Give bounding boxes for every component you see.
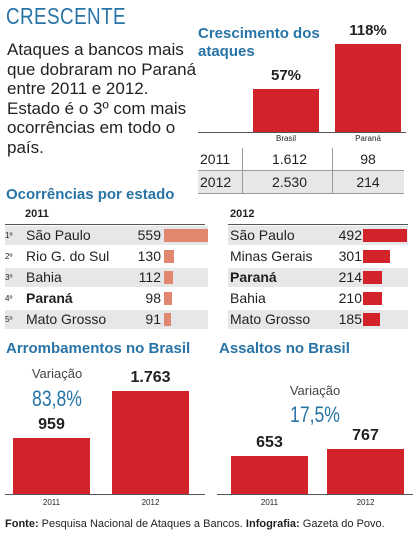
state-bar: [363, 250, 390, 263]
bar: [13, 438, 90, 494]
state-value: 130: [137, 248, 161, 264]
state-bar: [164, 271, 173, 284]
state-row-2011: 1º São Paulo 559: [5, 226, 208, 245]
state-value: 185: [338, 311, 362, 327]
state-value: 492: [338, 227, 362, 243]
state-bar: [363, 292, 382, 305]
state-bar: [164, 229, 208, 242]
source-text: Pesquisa Nacional de Ataques a Bancos.: [38, 518, 246, 530]
state-bar: [164, 250, 174, 263]
state-value: 98: [145, 290, 161, 306]
bar-category-label: 2011: [260, 498, 279, 507]
state-row-2012: São Paulo 492: [228, 226, 408, 245]
bar: [112, 391, 189, 494]
burglary-variation-value: 83,8%: [32, 386, 82, 411]
burglary-chart-title: Arrombamentos no Brasil: [6, 340, 191, 357]
state-row-2012: Minas Gerais 301: [228, 247, 408, 266]
table-rule: [198, 170, 404, 171]
state-row-2012: Paraná 214: [228, 268, 408, 287]
bar: [335, 44, 401, 132]
bar-value-label: 653: [256, 434, 283, 451]
state-row-2012: Bahia 210: [228, 289, 408, 308]
state-bar: [164, 313, 171, 326]
state-bar: [363, 271, 382, 284]
robbery-variation-value: 17,5%: [290, 402, 340, 427]
bar-value-label: 767: [352, 427, 379, 444]
state-row-2011: 5º Mato Grosso 91: [5, 310, 208, 329]
state-value: 91: [145, 311, 161, 327]
credit-text: Gazeta do Povo.: [299, 518, 385, 530]
rank-label: 1º: [5, 231, 13, 240]
year-label: 2011: [200, 151, 231, 167]
baseline: [5, 494, 205, 495]
state-bar: [164, 292, 172, 305]
credit-label: Infografia:: [245, 518, 300, 530]
table-rule: [198, 193, 404, 194]
column-year-2011: 2011: [25, 208, 49, 220]
rank-label: 3º: [5, 273, 13, 282]
bar-value-label: 118%: [349, 22, 387, 39]
state-row-2012: Mato Grosso 185: [228, 310, 408, 329]
brasil-value: 2.530: [271, 174, 308, 190]
brasil-value: 1.612: [271, 151, 308, 167]
robbery-variation-label: Variação: [289, 383, 341, 398]
burglary-bar-chart: 959 2011 1.763 2012: [0, 360, 210, 510]
state-name: São Paulo: [230, 227, 295, 243]
source-label: Fonte:: [5, 518, 39, 530]
state-row-2011: 4º Paraná 98: [5, 289, 208, 308]
state-name: São Paulo: [26, 227, 91, 243]
robbery-chart-title: Assaltos no Brasil: [219, 340, 350, 357]
state-name: Bahia: [26, 269, 62, 285]
robbery-bar-chart: 653 2011 767 2012: [212, 360, 416, 510]
state-name: Paraná: [230, 269, 277, 285]
bar-value-label: 57%: [270, 67, 302, 84]
growth-chart-title: Crescimento dos ataques: [198, 25, 320, 60]
intro-text: Ataques a bancos mais que dobraram no Pa…: [7, 40, 197, 157]
state-row-2011: 3º Bahia 112: [5, 268, 208, 287]
state-bar: [363, 313, 380, 326]
parana-value: 214: [356, 174, 380, 190]
state-name: Mato Grosso: [230, 311, 311, 327]
state-name: Mato Grosso: [26, 311, 107, 327]
growth-table: 2011 1.612 98 2012 2.530 214: [198, 148, 404, 194]
rank-label: 4º: [5, 294, 13, 303]
bar: [327, 449, 404, 494]
states-chart-title: Ocorrências por estado: [6, 186, 175, 203]
rank-label: 5º: [5, 315, 13, 324]
parana-value: 98: [360, 151, 376, 167]
growth-table-row-2011: 2011 1.612 98: [198, 148, 404, 170]
state-name: Bahia: [230, 290, 266, 306]
state-name: Paraná: [26, 290, 73, 306]
state-value: 559: [137, 227, 161, 243]
bar-category-label: 2012: [356, 498, 375, 507]
state-name: Minas Gerais: [230, 248, 313, 264]
bar-value-label: 1.763: [130, 369, 171, 386]
bar-value-label: 959: [38, 416, 65, 433]
burglary-variation-label: Variação: [31, 366, 83, 381]
rank-label: 2º: [5, 252, 13, 261]
column-year-2012: 2012: [230, 208, 255, 220]
growth-bar-chart: 57% Brasil 118% Paraná: [198, 0, 408, 148]
year-label: 2012: [200, 174, 232, 190]
state-bar: [363, 229, 407, 242]
bar-category-label: 2012: [141, 498, 160, 507]
state-name: Rio G. do Sul: [26, 248, 110, 264]
footer-credits: Fonte: Pesquisa Nacional de Ataques a Ba…: [5, 518, 385, 530]
state-value: 301: [338, 248, 362, 264]
state-value: 112: [138, 269, 161, 285]
bar: [253, 89, 319, 132]
headline: CRESCENTE: [6, 3, 127, 29]
state-value: 214: [338, 269, 362, 285]
states-header-rule: [5, 224, 205, 225]
growth-table-row-2012: 2012 2.530 214: [198, 171, 404, 193]
baseline: [217, 494, 413, 495]
bar-category-label: Paraná: [355, 134, 381, 143]
state-row-2011: 2º Rio G. do Sul 130: [5, 247, 208, 266]
state-value: 210: [338, 290, 362, 306]
states-header-rule: [228, 224, 408, 225]
bar: [231, 456, 308, 494]
baseline: [198, 132, 406, 133]
bar-category-label: 2011: [42, 498, 61, 507]
bar-category-label: Brasil: [275, 134, 296, 143]
